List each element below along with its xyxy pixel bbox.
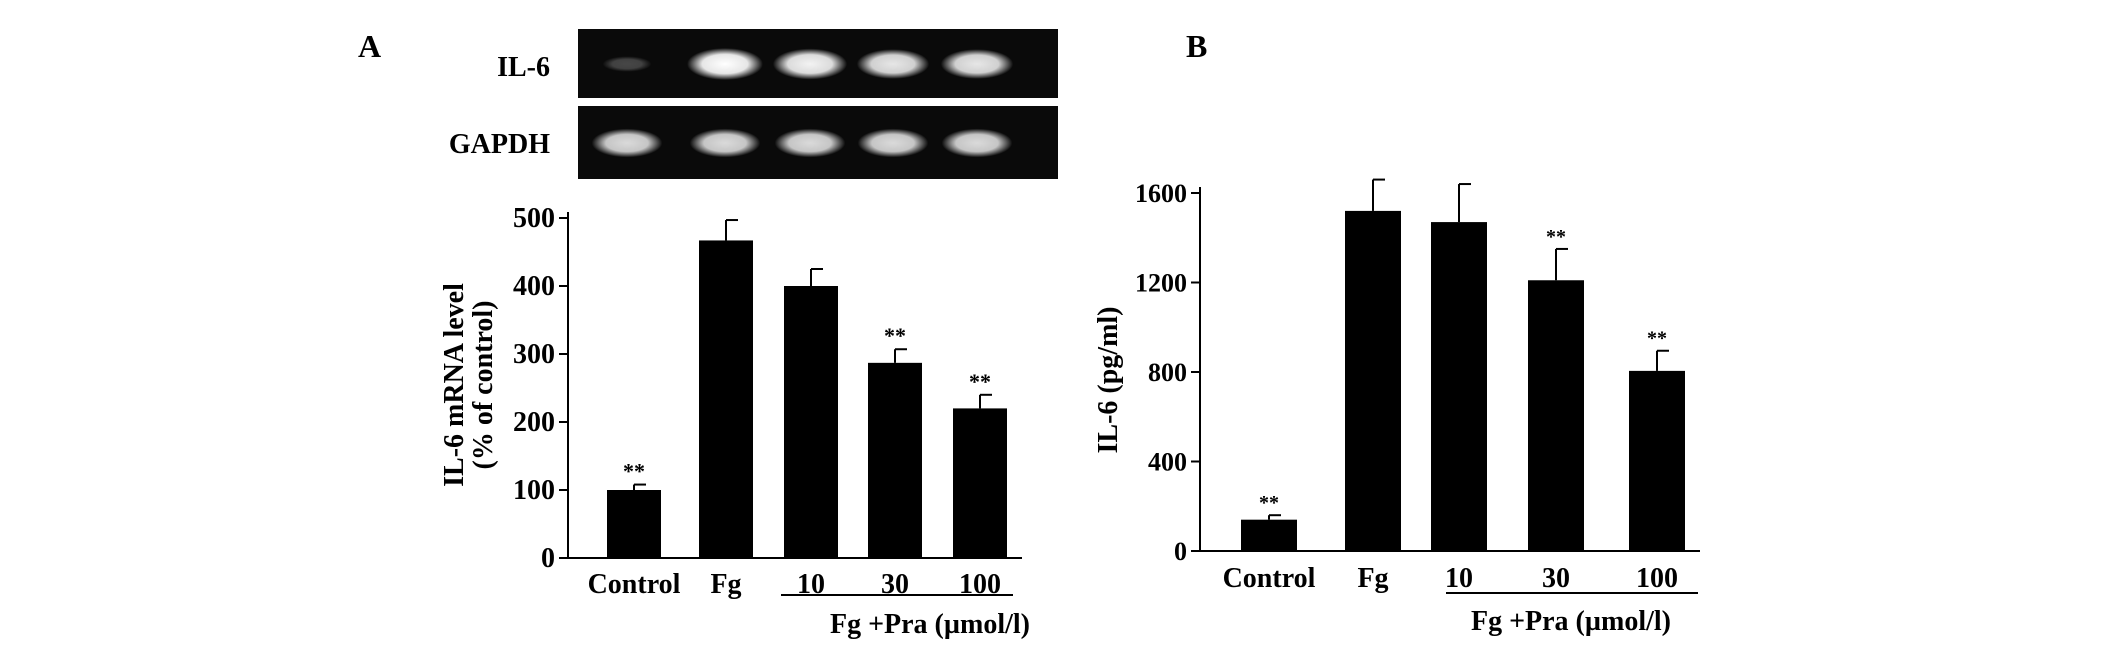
chart-b-significance-1: ** — [1259, 492, 1279, 514]
chart-a-significance-1: ** — [623, 459, 645, 484]
chart-a-ytick-label: 500 — [513, 203, 555, 234]
chart-b-bar-4 — [1528, 280, 1584, 551]
chart-a-significance-5: ** — [969, 369, 991, 394]
panel-label-b: B — [1186, 28, 1207, 64]
chart-a-ylabel-line1: IL-6 mRNA level — [439, 283, 470, 487]
gapdh-band-4 — [857, 128, 929, 158]
chart-b-category-label-3: 10 — [1445, 563, 1473, 594]
chart-a-ylabel-line2: (% of control) — [468, 301, 499, 470]
chart-b-bar-1 — [1241, 519, 1297, 551]
gapdh-band-3 — [774, 128, 846, 158]
chart-a-significance-4: ** — [884, 323, 906, 348]
chart-b-ytick-label: 1200 — [1135, 269, 1187, 298]
chart-a: IL-6 mRNA level (% of control) 0 100 200 30… — [439, 203, 1030, 640]
gapdh-band-5 — [941, 128, 1013, 158]
chart-b-ytick-label: 1600 — [1135, 179, 1187, 208]
chart-b-ylabel: IL-6 (pg/ml) — [1093, 307, 1124, 454]
chart-b-significance-5: ** — [1647, 328, 1667, 350]
gapdh-band-1 — [591, 128, 663, 158]
il6-band-4 — [856, 49, 930, 79]
chart-a-ytick-label: 200 — [513, 407, 555, 438]
il6-band-5 — [940, 49, 1014, 79]
blot-row-label-il6: IL-6 — [497, 52, 550, 83]
chart-a-bar-5 — [953, 408, 1007, 558]
chart-a-group-label: Fg +Pra (µmol/l) — [830, 609, 1030, 640]
chart-b-significance-4: ** — [1546, 226, 1566, 248]
chart-b-group-label: Fg +Pra (µmol/l) — [1471, 606, 1671, 637]
chart-b-ytick-label: 800 — [1148, 358, 1187, 387]
il6-band-2 — [687, 48, 763, 80]
blot-row-label-gapdh: GAPDH — [449, 129, 550, 160]
chart-a-bar-1 — [607, 490, 661, 558]
chart-a-ytick-label: 0 — [541, 543, 555, 574]
chart-a-ytick-label: 400 — [513, 271, 555, 302]
chart-a-bar-3 — [784, 286, 838, 558]
chart-a-bar-2 — [699, 240, 753, 558]
gapdh-band-2 — [689, 128, 761, 158]
chart-b-category-label-4: 30 — [1542, 563, 1570, 594]
chart-a-ytick-label: 300 — [513, 339, 555, 370]
chart-b: IL-6 (pg/ml) 0 400 800 1200 1600 ** Control Fg 1… — [1093, 178, 1700, 637]
chart-b-ytick-label: 0 — [1174, 537, 1187, 566]
gel-blot: IL-6 GAPDH — [449, 29, 1058, 179]
chart-b-bar-5 — [1629, 370, 1685, 551]
chart-b-category-label-5: 100 — [1636, 563, 1678, 594]
chart-b-bar-2 — [1345, 210, 1401, 551]
chart-b-bar-3 — [1431, 222, 1487, 551]
chart-a-ytick-label: 100 — [513, 475, 555, 506]
chart-a-category-label-1: Control — [588, 569, 681, 600]
il6-band-1 — [602, 56, 652, 72]
chart-a-ylabel: IL-6 mRNA level (% of control) — [439, 283, 499, 487]
chart-b-category-label-1: Control — [1223, 563, 1316, 594]
chart-a-bar-4 — [868, 362, 922, 558]
il6-band-3 — [772, 48, 848, 80]
panel-label-a: A — [358, 28, 381, 64]
chart-b-category-label-2: Fg — [1357, 563, 1388, 594]
chart-b-ytick-label: 400 — [1148, 448, 1187, 477]
chart-a-category-label-2: Fg — [710, 569, 741, 600]
